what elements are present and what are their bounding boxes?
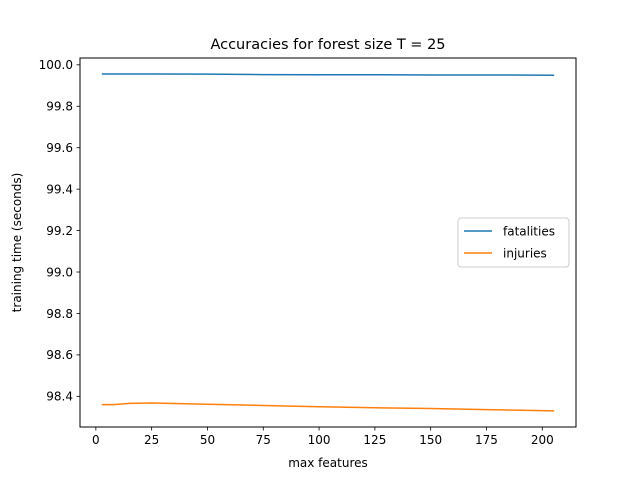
legend-entries: fatalities injuries bbox=[464, 224, 555, 260]
legend: fatalities injuries bbox=[457, 217, 570, 268]
x-tick-label: 75 bbox=[256, 433, 271, 447]
y-tick-label: 98.6 bbox=[46, 348, 73, 362]
y-tick-label: 98.8 bbox=[46, 307, 73, 321]
x-tick-label: 100 bbox=[308, 433, 331, 447]
x-tick-label: 175 bbox=[475, 433, 498, 447]
y-tick-label: 99.4 bbox=[46, 182, 73, 196]
y-tick-label: 100.0 bbox=[39, 58, 73, 72]
chart-title: Accuracies for forest size T = 25 bbox=[210, 37, 445, 53]
y-tick-label: 98.4 bbox=[46, 390, 73, 404]
y-axis-title: training time (seconds) bbox=[10, 173, 24, 313]
y-tick-label: 99.6 bbox=[46, 141, 73, 155]
x-tick-label: 125 bbox=[363, 433, 386, 447]
plot-frame bbox=[79, 57, 577, 428]
y-tick-label: 99.2 bbox=[46, 224, 73, 238]
x-tick-label: 150 bbox=[419, 433, 442, 447]
legend-label-fatalities: fatalities bbox=[503, 224, 555, 238]
legend-label-injuries: injuries bbox=[503, 246, 547, 260]
y-tick-label: 99.0 bbox=[46, 265, 73, 279]
x-tick-label: 50 bbox=[200, 433, 215, 447]
x-axis-title: max features bbox=[288, 456, 368, 470]
x-tick-label: 25 bbox=[144, 433, 159, 447]
series-layer bbox=[101, 73, 555, 412]
x-axis-ticks: 0 25 50 75 100 125 150 175 200 bbox=[92, 427, 554, 447]
x-tick-label: 0 bbox=[92, 433, 100, 447]
y-tick-label: 99.8 bbox=[46, 100, 73, 114]
x-tick-label: 200 bbox=[531, 433, 554, 447]
series-line-fatalities bbox=[101, 73, 555, 76]
series-line-injuries bbox=[101, 402, 555, 412]
y-axis-ticks: 98.4 98.6 98.8 99.0 99.2 99.4 99.6 99.8 100.0 bbox=[39, 58, 80, 404]
